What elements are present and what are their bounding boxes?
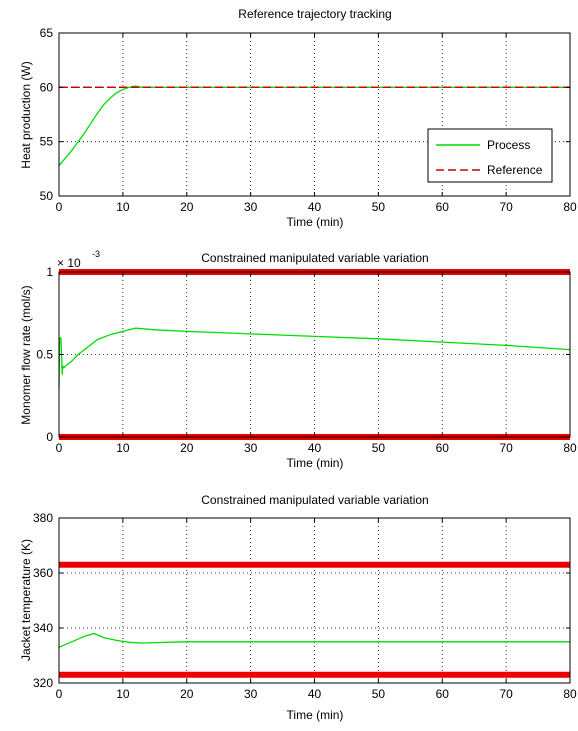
chart-1-ytick-label: 50 <box>40 189 54 203</box>
chart-3-xtick-label: 70 <box>499 687 513 701</box>
chart-3-ticks <box>58 517 571 684</box>
chart-3-ylabel: Jacket temperature (K) <box>19 539 33 661</box>
chart-3-xtick-label: 20 <box>180 687 194 701</box>
chart-2-xtick-label: 60 <box>436 441 450 455</box>
chart-3-series-line <box>58 632 570 648</box>
chart-1-xlabel: Time (min) <box>287 215 344 229</box>
chart-3-xtick-label: 80 <box>563 687 577 701</box>
chart-2-xtick-label: 10 <box>116 441 130 455</box>
chart-1-xtick-label: 10 <box>116 200 130 214</box>
chart-2-tick-labels: 0 10 20 30 40 50 60 70 80 0 0.5 1 <box>36 265 577 455</box>
chart-2-ticks <box>58 271 571 438</box>
chart-2-multiplier: × 10 <box>57 256 81 270</box>
chart-1-ytick-label: 55 <box>40 135 54 149</box>
chart-2-xtick-label: 0 <box>56 441 63 455</box>
chart-panel-2: Constrained manipulated variable variati… <box>19 249 577 470</box>
chart-3-title: Constrained manipulated variable variati… <box>201 493 428 507</box>
chart-2-series-line <box>58 327 571 388</box>
chart-3-xtick-label: 30 <box>244 687 258 701</box>
chart-2-ytick-label: 0 <box>46 430 53 444</box>
chart-3-ytick-label: 340 <box>33 621 53 635</box>
chart-1-xtick-label: 30 <box>244 200 258 214</box>
chart-panel-1: Reference trajectory tracking 0 10 20 30 40 5… <box>19 7 577 229</box>
chart-3-xlabel: Time (min) <box>287 708 344 722</box>
chart-1-tick-labels: 0 10 20 30 40 50 60 70 80 50 55 60 65 <box>40 26 577 214</box>
chart-2-multiplier-exponent: -3 <box>92 249 100 259</box>
chart-3-tick-labels: 0 10 20 30 40 50 60 70 80 320 340 360 380 <box>33 511 577 701</box>
chart-2-xtick-label: 50 <box>372 441 386 455</box>
chart-1-series-process <box>58 85 570 167</box>
chart-3-xtick-label: 0 <box>56 687 63 701</box>
legend-box <box>427 128 553 183</box>
chart-1-ticks <box>58 32 571 197</box>
chart-3-ytick-label: 380 <box>33 511 53 525</box>
chart-2-plot-area <box>59 272 570 437</box>
chart-1-ytick-label: 65 <box>40 26 54 40</box>
chart-2-xtick-label: 40 <box>308 441 322 455</box>
legend-process-label: Process <box>487 138 530 152</box>
chart-3-plot-area <box>59 518 570 683</box>
chart-3-xtick-label: 60 <box>436 687 450 701</box>
chart-1-ytick-label: 60 <box>40 80 54 94</box>
chart-2-xtick-label: 80 <box>563 441 577 455</box>
chart-1-xtick-label: 70 <box>499 200 513 214</box>
chart-1-xtick-label: 80 <box>563 200 577 214</box>
chart-2-xlabel: Time (min) <box>287 456 344 470</box>
chart-2-xtick-label: 70 <box>499 441 513 455</box>
chart-3-series <box>58 561 570 678</box>
chart-2-xtick-label: 30 <box>244 441 258 455</box>
chart-3-ytick-label: 320 <box>33 676 53 690</box>
chart-1-xtick-label: 50 <box>372 200 386 214</box>
chart-3-xtick-label: 50 <box>372 687 386 701</box>
chart-2-xtick-label: 20 <box>180 441 194 455</box>
chart-3-xtick-label: 40 <box>308 687 322 701</box>
chart-1-xtick-label: 40 <box>308 200 322 214</box>
chart-panel-3: Constrained manipulated variable variati… <box>19 493 577 722</box>
chart-2-ytick-label: 0.5 <box>36 348 53 362</box>
legend-reference-label: Reference <box>487 163 543 177</box>
chart-1-legend: Process Reference <box>427 128 553 183</box>
chart-2-ytick-label: 1 <box>46 265 53 279</box>
chart-1-title: Reference trajectory tracking <box>238 7 391 21</box>
chart-2-title: Constrained manipulated variable variati… <box>201 251 428 265</box>
chart-3-ytick-label: 360 <box>33 566 53 580</box>
chart-1-xtick-label: 0 <box>56 200 63 214</box>
chart-1-series <box>58 85 570 167</box>
chart-1-xtick-label: 20 <box>180 200 194 214</box>
chart-2-ylabel: Monomer flow rate (mol/s) <box>19 285 33 424</box>
chart-1-ylabel: Heat production (W) <box>19 61 33 168</box>
chart-3-xtick-label: 10 <box>116 687 130 701</box>
chart-1-xtick-label: 60 <box>436 200 450 214</box>
